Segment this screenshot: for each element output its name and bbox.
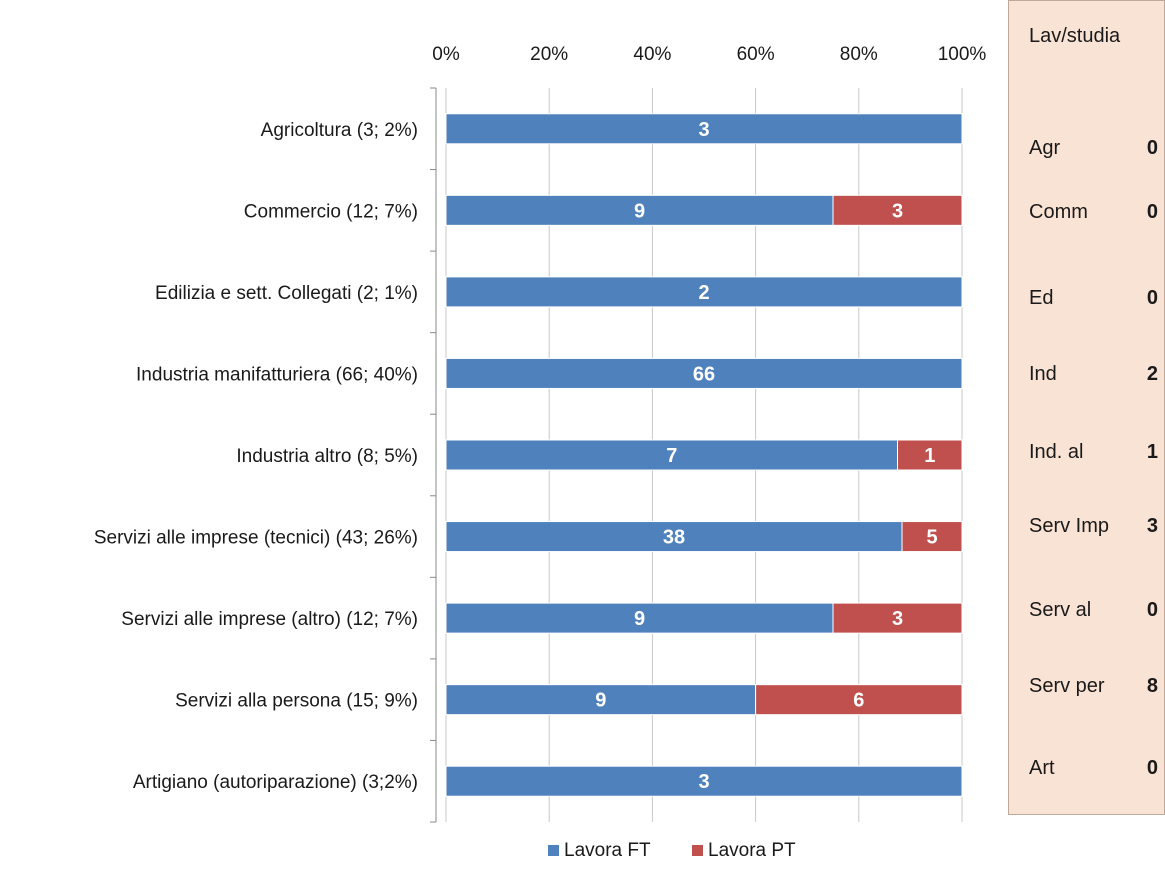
data-label: 66 [693,363,715,385]
bar-segment [445,113,963,145]
bar-segment [445,439,898,471]
x-tick-label: 40% [633,44,671,65]
data-label: 2 [698,282,709,304]
side-panel-row-label: Ed [1029,286,1054,309]
side-panel-row: Ind 2 [1029,359,1158,389]
side-panel-row: Serv Imp 3 [1029,511,1158,541]
bar-segment [832,194,963,226]
side-panel-row: Ind. al 1 [1029,437,1158,467]
category-label: Servizi alle imprese (altro) (12; 7%) [121,609,418,630]
data-label: 3 [698,771,709,793]
data-label: 9 [634,200,645,222]
data-label: 3 [892,608,903,630]
side-panel-row-value: 3 [1146,514,1158,537]
bar-segment [445,602,834,634]
side-panel-row-label: Serv per [1029,674,1105,697]
side-panel-row-label: Ind. al [1029,440,1084,463]
x-tick-label: 20% [530,44,568,65]
side-panel-row-value: 0 [1146,200,1158,223]
category-label: Industria manifatturiera (66; 40%) [136,364,418,385]
side-panel-row-value: 0 [1146,598,1158,621]
bar-segment [445,521,903,553]
side-panel-row-value: 8 [1146,674,1158,697]
category-label: Commercio (12; 7%) [244,201,418,222]
legend-swatch [692,845,703,856]
side-panel-row-label: Ind [1029,362,1057,385]
side-panel-row-label: Agr [1029,136,1061,159]
side-panel-row: Serv per 8 [1029,671,1158,701]
category-label: Edilizia e sett. Collegati (2; 1%) [155,283,418,304]
side-panel-row-label: Serv Imp [1029,514,1110,537]
side-panel-row-value: 1 [1146,440,1158,463]
stacked-bar-chart: 0% 20% 40% 60% 80% 100% Agricoltura (3; 2%) 3 Co… [94,44,987,861]
data-label: 1 [924,445,935,467]
side-panel-row-value: 0 [1146,286,1158,309]
x-tick-label: 60% [737,44,775,65]
data-label: 9 [595,690,606,712]
bar-segment [897,439,963,471]
bar-segment [445,276,963,308]
bar-segment [445,357,963,389]
bar-segment [901,521,963,553]
legend-label: Lavora FT [564,840,651,861]
side-panel-row-value: 2 [1146,362,1158,385]
side-panel-row-label: Art [1029,756,1055,779]
legend-label: Lavora PT [708,840,796,861]
data-label: 3 [892,200,903,222]
category-label: Artigiano (autoriparazione) (3;2%) [133,772,418,793]
category-label: Industria altro (8; 5%) [236,446,418,467]
bar-segment [755,684,963,716]
x-tick-label: 0% [432,44,460,65]
side-panel-row: Ed 0 [1029,283,1158,313]
side-panel-row: Serv al 0 [1029,595,1158,625]
x-tick-label: 100% [938,44,987,65]
side-panel-title: Lav/studia [1029,25,1121,47]
category-label: Agricoltura (3; 2%) [261,120,418,141]
x-tick-label: 80% [840,44,878,65]
side-panel-row: Agr 0 [1029,133,1158,163]
data-label: 6 [853,690,864,712]
side-panel-row: Art 0 [1029,753,1158,783]
side-panel-row-label: Serv al [1029,598,1092,621]
data-label: 7 [666,445,677,467]
bar-segment [445,765,963,797]
bar-segment [445,194,834,226]
legend-swatch [548,845,559,856]
data-label: 38 [663,527,685,549]
category-label: Servizi alle imprese (tecnici) (43; 26%) [94,528,418,549]
category-label: Servizi alla persona (15; 9%) [175,691,418,712]
side-panel-row-label: Comm [1029,200,1088,223]
bar-segment [832,602,963,634]
data-label: 9 [634,608,645,630]
side-panel-row-value: 0 [1146,136,1158,159]
data-label: 5 [926,527,937,549]
side-panel-row-value: 0 [1146,756,1158,779]
data-label: 3 [698,119,709,141]
side-panel-row: Comm 0 [1029,197,1158,227]
side-panel-lav-studia: Lav/studia Agr 0 Comm 0 Ed 0 Ind 2 Ind. al 1 Serv … [1008,0,1165,815]
